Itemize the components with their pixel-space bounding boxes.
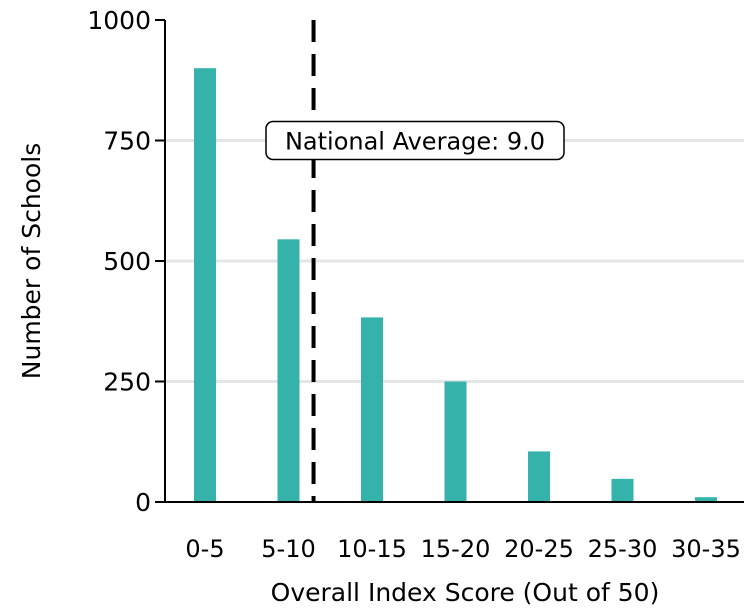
bar xyxy=(444,381,467,502)
x-tick-label: 15-20 xyxy=(421,535,491,563)
reference-line-group: National Average: 9.0 xyxy=(265,20,565,502)
axis-labels: Overall Index Score (Out of 50) Number o… xyxy=(17,143,659,607)
reference-label: National Average: 9.0 xyxy=(285,128,545,156)
axes: 0 250 500 750 1000 0-5 5-10 10-15 15-20 20-25 25-3… xyxy=(87,6,744,563)
y-axis-title: Number of Schools xyxy=(17,143,46,379)
y-tick-label: 250 xyxy=(103,368,151,397)
bars xyxy=(194,68,717,502)
bar xyxy=(194,68,216,502)
x-tick-label: 10-15 xyxy=(337,535,407,563)
x-tick-label: 20-25 xyxy=(504,535,574,563)
gridlines xyxy=(165,139,744,383)
y-tick-label: 750 xyxy=(103,127,151,156)
bar xyxy=(611,478,634,502)
reference-label-box xyxy=(265,120,565,161)
y-tick-label: 1000 xyxy=(87,6,151,35)
x-tick-label: 0-5 xyxy=(185,535,224,563)
bar xyxy=(361,317,383,502)
y-tick-label: 500 xyxy=(103,247,151,276)
x-tick-label: 5-10 xyxy=(261,535,315,563)
bar xyxy=(528,451,550,502)
bar xyxy=(695,497,717,502)
x-tick-label: 30-35 xyxy=(671,535,741,563)
y-tick-label: 0 xyxy=(135,488,151,517)
x-tick-label: 25-30 xyxy=(588,535,658,563)
bar xyxy=(277,239,300,502)
x-axis-title: Overall Index Score (Out of 50) xyxy=(271,578,660,607)
